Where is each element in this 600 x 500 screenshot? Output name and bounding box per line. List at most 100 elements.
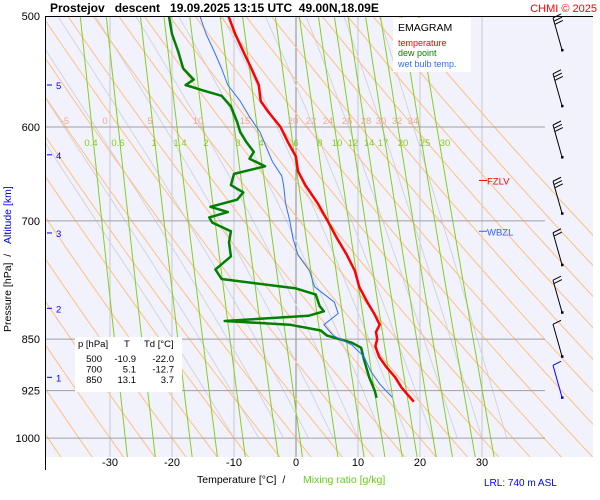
wind-barb	[552, 275, 564, 314]
legend-wet-bulb: wet bulb temp.	[397, 59, 457, 69]
wind-barb-feather	[552, 275, 562, 281]
wind-barb-feather	[552, 176, 562, 182]
mixing-ratio-line	[139, 16, 193, 457]
x-tick-label: 0	[293, 457, 299, 469]
level-label-wbzl: WBZL	[487, 227, 513, 238]
dry-adiabat-label: 30	[376, 116, 387, 127]
y-tick-label: 500	[22, 11, 40, 23]
wind-barb-feather	[552, 360, 562, 366]
dry-adiabat-label: -5	[61, 116, 69, 127]
wind-barb-station	[561, 156, 564, 159]
wind-barb-feather	[553, 231, 563, 237]
table-cell-t: 5.1	[123, 365, 136, 376]
wind-barb-station	[561, 263, 564, 267]
mixing-ratio-line	[163, 16, 218, 457]
mixing-ratio-label: 0.4	[84, 138, 97, 149]
mixing-ratio-line	[379, 16, 453, 457]
dry-adiabat-line	[372, 16, 593, 267]
table-header-p: p [hPa]	[78, 339, 108, 350]
y-axis-label-altitude: Altitude [km]	[2, 186, 14, 244]
moist-adiabat-line	[45, 141, 235, 439]
mixing-ratio-line	[298, 16, 365, 457]
x-tick-label: -30	[102, 457, 118, 469]
wind-barb-feather	[554, 183, 564, 189]
wind-barb-feather	[553, 180, 563, 186]
moist-adiabat-line	[57, 16, 309, 439]
table-cell-t: 13.1	[118, 375, 137, 386]
wind-barb-feather	[552, 13, 562, 19]
mixing-ratio-label: 2	[203, 138, 208, 149]
wind-barb-staff	[552, 365, 563, 398]
table-cell-td: -12.7	[152, 365, 174, 376]
moist-adiabat-line	[135, 16, 359, 439]
dry-adiabat-line	[45, 175, 250, 457]
wind-barb-feather	[553, 279, 563, 284]
moist-adiabat-line	[305, 16, 458, 439]
dry-adiabat-label: 5	[147, 116, 152, 127]
mixing-ratio-line	[333, 16, 403, 457]
legend-dew-point: dew point	[398, 48, 437, 58]
wind-barb	[552, 13, 564, 52]
series-wet-bulb-temp	[199, 16, 393, 398]
dry-adiabat-line	[45, 257, 187, 457]
altitude-tick-label: 1	[56, 373, 61, 384]
dry-adiabat-label: 10	[193, 116, 204, 127]
y-tick-label: 700	[22, 216, 40, 228]
copyright: CHMI © 2025	[530, 3, 597, 15]
wind-barb-staff	[552, 181, 563, 214]
dry-adiabat-line	[45, 95, 312, 457]
dry-adiabat-label: 20	[288, 116, 299, 127]
mixing-ratio-label: 3	[235, 138, 240, 149]
dry-adiabat-label: 26	[342, 116, 353, 127]
wind-barb-staff	[552, 280, 563, 313]
table-cell-p: 700	[86, 365, 102, 376]
y-tick-label: 925	[22, 386, 40, 398]
dry-adiabat-line	[346, 16, 593, 298]
wind-barb-staff	[552, 73, 563, 106]
wind-barb-feather	[552, 319, 562, 325]
altitude-tick-label: 4	[56, 151, 61, 162]
x-tick-label: 20	[414, 457, 426, 469]
dry-adiabat-label: 34	[408, 116, 419, 127]
wind-barb-station	[561, 104, 564, 108]
x-tick-label: -20	[164, 457, 180, 469]
mixing-ratio-label: 4	[258, 138, 263, 149]
dry-adiabat-label: 22	[306, 116, 317, 127]
dry-adiabat-line	[92, 16, 437, 457]
wind-barb-station	[561, 396, 564, 399]
y-tick-label: 600	[22, 122, 40, 134]
moist-adiabat-line	[264, 16, 433, 439]
wind-barb-staff	[552, 124, 563, 158]
mixing-ratio-label: 12	[348, 138, 359, 149]
dry-adiabat-label: 15	[240, 116, 251, 127]
values-table: p [hPa] T Td [°C] 500 -10.9 -22.0 700 5.1 -12…	[75, 337, 182, 392]
dry-adiabat-line	[219, 16, 593, 457]
mixing-ratio-line	[219, 16, 279, 457]
mixing-ratio-label: 6	[293, 138, 298, 149]
mixing-ratio-line	[189, 16, 246, 457]
mixing-ratio-line	[274, 16, 339, 457]
series-dew-point	[167, 16, 378, 399]
wind-barb-staff	[552, 324, 563, 357]
altitude-tick-label: 2	[56, 304, 61, 315]
moist-adiabat-line	[45, 96, 260, 439]
y-tick-label: 1000	[16, 433, 40, 445]
mixing-ratio-label: 25	[420, 138, 431, 149]
wind-barb-staff	[552, 17, 563, 51]
x-axis-label-mixing: Mixing ratio [g/kg]	[303, 474, 385, 486]
mixing-ratio-line	[347, 16, 418, 457]
wind-barb-station	[561, 48, 564, 52]
chart-title: Prostejov descent 19.09.2025 13:15 UTC 4…	[50, 1, 379, 15]
y-axis-label: Pressure [hPa] /	[2, 254, 14, 332]
wind-barb	[552, 176, 564, 215]
altitude-tick-label: 3	[56, 229, 61, 240]
mixing-ratio-label: 10	[332, 138, 343, 149]
moist-adiabat-line	[343, 16, 483, 439]
table-cell-p: 850	[86, 375, 102, 386]
table-cell-td: -22.0	[152, 354, 174, 365]
legend-title: EMAGRAM	[398, 22, 452, 34]
moist-adiabat-line	[221, 16, 409, 439]
dry-adiabat-label: 0	[102, 116, 107, 127]
dry-adiabat-line	[45, 215, 218, 457]
